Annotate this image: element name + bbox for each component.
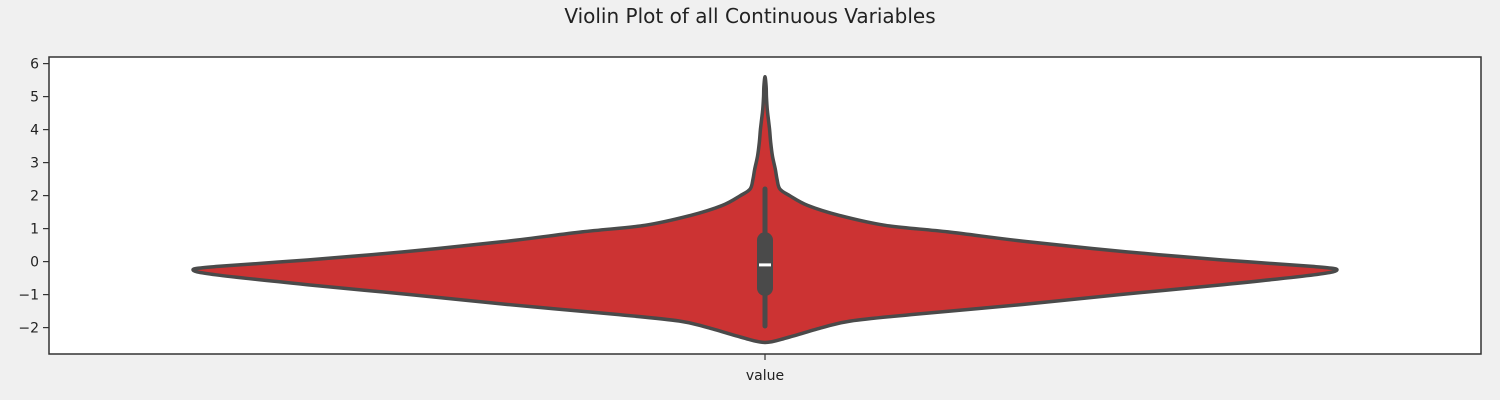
- y-axis: 6 5 4 3 2 1 0 −1 −2: [18, 57, 49, 337]
- x-tick-label: value: [746, 368, 784, 384]
- box-layer: [757, 186, 773, 329]
- y-tick-label: −2: [18, 321, 39, 337]
- y-tick-label: −1: [18, 288, 39, 304]
- y-tick-label: 5: [30, 90, 39, 106]
- y-tick-label: 0: [30, 255, 39, 271]
- y-tick-label: 4: [30, 123, 39, 139]
- y-tick-label: 6: [30, 57, 39, 73]
- x-axis: value: [746, 354, 784, 384]
- chart-title: Violin Plot of all Continuous Variables: [564, 4, 935, 28]
- y-tick-label: 3: [30, 156, 39, 172]
- y-tick-label: 2: [30, 189, 39, 205]
- y-tick-label: 1: [30, 222, 39, 238]
